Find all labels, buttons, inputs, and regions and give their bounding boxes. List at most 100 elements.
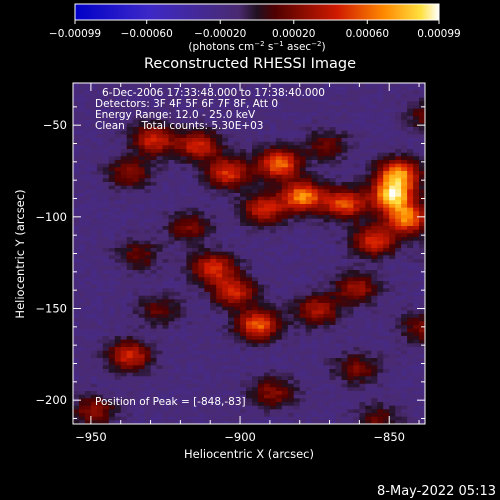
image-pixel <box>383 134 390 139</box>
image-pixel <box>305 226 313 231</box>
image-pixel <box>263 90 271 95</box>
image-pixel <box>305 90 313 95</box>
image-pixel <box>335 134 343 139</box>
image-pixel <box>252 97 259 102</box>
image-pixel <box>108 321 116 326</box>
image-pixel <box>335 156 343 161</box>
image-pixel <box>198 167 205 172</box>
image-pixel <box>73 317 80 322</box>
image-pixel <box>407 347 414 352</box>
image-pixel <box>168 347 176 352</box>
image-pixel <box>287 229 295 234</box>
image-pixel <box>395 314 402 319</box>
image-pixel <box>365 347 372 352</box>
image-pixel <box>365 112 372 117</box>
image-pixel <box>126 314 134 319</box>
image-pixel <box>228 105 235 110</box>
image-pixel <box>263 303 271 308</box>
image-pixel <box>383 193 390 198</box>
image-pixel <box>96 94 104 99</box>
image-pixel <box>150 134 158 139</box>
image-pixel <box>192 182 199 187</box>
image-pixel <box>281 233 289 238</box>
image-pixel <box>204 350 211 355</box>
image-pixel <box>73 262 80 267</box>
image-pixel <box>383 339 390 344</box>
image-pixel <box>204 101 211 106</box>
image-pixel <box>234 336 241 341</box>
image-pixel <box>359 178 366 183</box>
image-pixel <box>234 369 241 374</box>
image-pixel <box>281 369 289 374</box>
image-pixel <box>317 160 325 165</box>
image-pixel <box>317 83 325 88</box>
image-pixel <box>162 262 170 267</box>
image-pixel <box>222 130 229 135</box>
image-pixel <box>96 196 104 201</box>
image-pixel <box>365 83 372 88</box>
image-pixel <box>335 229 343 234</box>
image-pixel <box>132 303 140 308</box>
image-pixel <box>252 174 259 179</box>
image-pixel <box>186 101 193 106</box>
image-pixel <box>323 108 331 113</box>
image-pixel <box>84 380 92 385</box>
image-pixel <box>132 372 140 377</box>
image-pixel <box>79 369 86 374</box>
image-pixel <box>287 108 295 113</box>
image-pixel <box>102 149 110 154</box>
image-pixel <box>102 141 110 146</box>
image-pixel <box>168 277 176 282</box>
image-pixel <box>132 163 140 168</box>
image-pixel <box>329 339 337 344</box>
image-pixel <box>383 105 390 110</box>
image-pixel <box>335 372 343 377</box>
image-pixel <box>120 270 128 275</box>
image-pixel <box>419 152 425 157</box>
image-pixel <box>269 163 277 168</box>
image-pixel <box>162 116 170 121</box>
image-pixel <box>150 354 158 359</box>
image-pixel <box>257 196 265 201</box>
image-pixel <box>281 204 289 209</box>
image-pixel <box>174 281 181 286</box>
image-pixel <box>335 90 343 95</box>
image-pixel <box>96 262 104 267</box>
image-pixel <box>132 358 140 363</box>
image-pixel <box>383 347 390 352</box>
image-pixel <box>79 273 86 278</box>
image-pixel <box>126 237 134 242</box>
image-pixel <box>287 354 295 359</box>
image-pixel <box>252 325 259 330</box>
image-pixel <box>96 350 104 355</box>
image-pixel <box>120 86 128 91</box>
image-pixel <box>407 127 414 132</box>
image-pixel <box>102 299 110 304</box>
image-pixel <box>120 306 128 311</box>
image-pixel <box>198 328 205 333</box>
image-pixel <box>401 358 408 363</box>
image-pixel <box>180 255 187 260</box>
image-pixel <box>120 273 128 278</box>
image-pixel <box>281 310 289 315</box>
image-pixel <box>79 182 86 187</box>
image-pixel <box>383 229 390 234</box>
image-pixel <box>150 361 158 366</box>
image-pixel <box>120 196 128 201</box>
image-pixel <box>90 204 98 209</box>
image-pixel <box>102 295 110 300</box>
image-pixel <box>228 339 235 344</box>
image-pixel <box>401 156 408 161</box>
image-pixel <box>210 350 217 355</box>
image-pixel <box>293 200 301 205</box>
image-pixel <box>383 130 390 135</box>
image-pixel <box>108 167 116 172</box>
image-pixel <box>210 244 217 249</box>
image-pixel <box>228 255 235 260</box>
image-pixel <box>323 251 331 256</box>
image-pixel <box>162 259 170 264</box>
image-pixel <box>252 244 259 249</box>
image-pixel <box>246 277 253 282</box>
image-pixel <box>323 321 331 326</box>
image-pixel <box>281 174 289 179</box>
